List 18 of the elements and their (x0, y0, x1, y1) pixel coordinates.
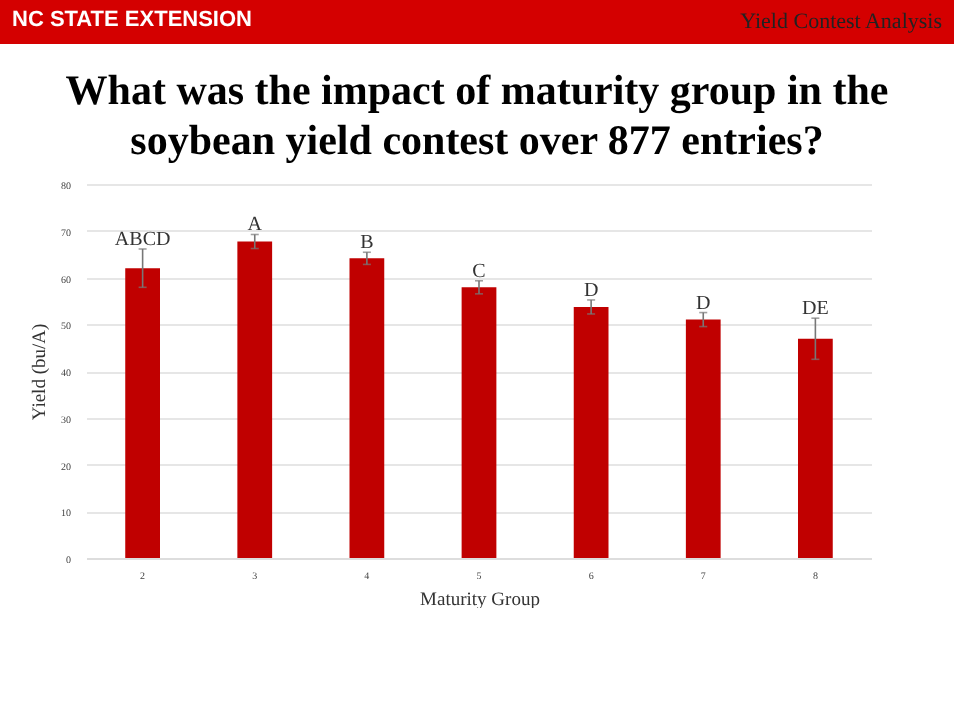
bar (461, 287, 497, 558)
bar (798, 338, 833, 558)
annotation: D (583, 279, 599, 302)
annotation: D (696, 292, 711, 315)
bar (685, 319, 721, 558)
annotation: A (247, 214, 264, 237)
bar (573, 306, 609, 558)
bar (125, 268, 160, 558)
annotation: C (472, 260, 487, 283)
text: NC STATE EXTENSION (12, 8, 252, 32)
bar (349, 258, 385, 558)
annotation: B (360, 232, 375, 255)
annotation: DE (802, 298, 829, 321)
text: Yield Contest Analysis (740, 10, 942, 34)
y-axis-title: Yield (bu/A) (31, 323, 51, 421)
annotation: ABCD (114, 228, 171, 251)
bar (237, 241, 273, 558)
chart-title: What was the impact of maturity group in the soybean yield contest over 877 entries? (63, 66, 891, 166)
